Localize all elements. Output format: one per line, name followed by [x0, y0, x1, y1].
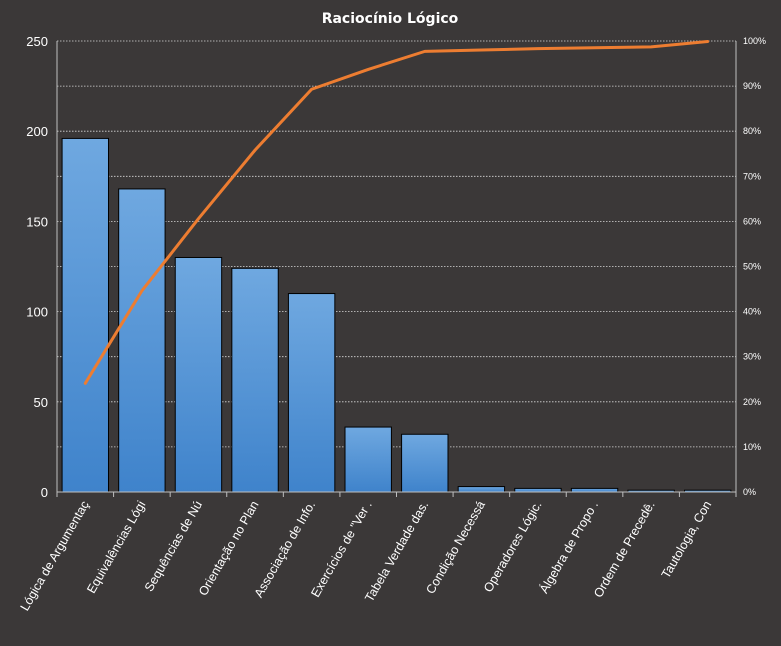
- bar: [232, 268, 278, 492]
- right-tick-label: 70%: [743, 171, 761, 181]
- right-tick-label: 100%: [743, 36, 766, 46]
- right-tick-label: 80%: [743, 126, 761, 136]
- left-tick-label: 50: [34, 395, 48, 410]
- left-tick-label: 100: [26, 305, 48, 320]
- left-tick-label: 250: [26, 34, 48, 49]
- right-tick-label: 90%: [743, 81, 761, 91]
- left-tick-label: 200: [26, 124, 48, 139]
- right-tick-label: 50%: [743, 262, 761, 272]
- left-tick-label: 0: [41, 485, 48, 500]
- bar: [175, 257, 221, 492]
- right-tick-label: 10%: [743, 442, 761, 452]
- right-tick-label: 30%: [743, 352, 761, 362]
- right-tick-label: 40%: [743, 307, 761, 317]
- left-tick-label: 150: [26, 214, 48, 229]
- bar: [402, 434, 448, 492]
- bar: [571, 488, 617, 492]
- right-tick-label: 60%: [743, 216, 761, 226]
- chart-title: Raciocínio Lógico: [322, 11, 459, 27]
- bar: [515, 488, 561, 492]
- bar: [345, 427, 391, 492]
- right-tick-label: 0%: [743, 487, 756, 497]
- bar: [62, 138, 108, 492]
- bar: [458, 487, 504, 492]
- right-tick-label: 20%: [743, 397, 761, 407]
- bar: [288, 294, 334, 492]
- bar: [119, 189, 165, 492]
